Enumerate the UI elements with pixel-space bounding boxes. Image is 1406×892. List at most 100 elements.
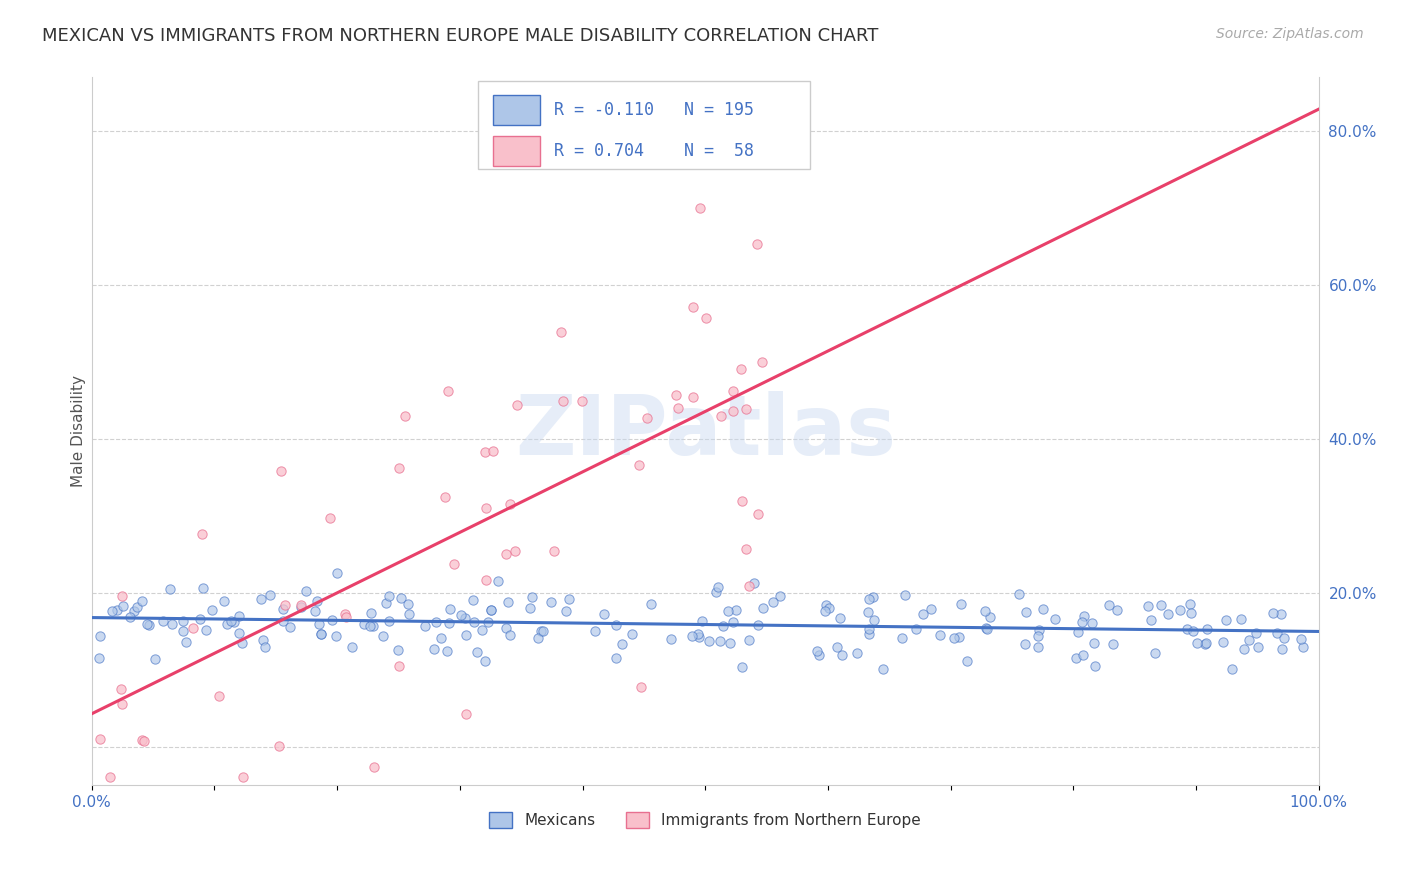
Point xyxy=(398,607,420,621)
Point xyxy=(270,464,292,478)
Point xyxy=(1014,637,1036,651)
Point xyxy=(1237,633,1260,648)
Point xyxy=(1071,648,1094,662)
Point xyxy=(1230,612,1253,626)
Point xyxy=(159,582,181,597)
Point xyxy=(1102,637,1125,651)
Point xyxy=(825,640,848,654)
Point xyxy=(531,624,554,639)
Point xyxy=(89,731,111,746)
Point xyxy=(666,401,689,415)
Point xyxy=(665,388,688,402)
Point xyxy=(443,558,465,572)
Point xyxy=(1043,612,1066,626)
Point xyxy=(430,631,453,645)
Point xyxy=(863,613,886,627)
Point xyxy=(212,593,235,607)
Point xyxy=(1139,613,1161,627)
Point xyxy=(1212,635,1234,649)
Point xyxy=(479,603,502,617)
Legend: Mexicans, Immigrants from Northern Europe: Mexicans, Immigrants from Northern Europ… xyxy=(484,805,927,834)
Point xyxy=(294,584,316,599)
Point xyxy=(620,626,643,640)
Point xyxy=(495,622,517,636)
Point xyxy=(912,607,935,621)
Point xyxy=(89,629,111,643)
Point xyxy=(467,644,489,658)
Point xyxy=(520,590,543,604)
Point xyxy=(377,589,399,603)
Point xyxy=(688,631,710,645)
Point xyxy=(190,612,212,626)
Point xyxy=(686,626,709,640)
Point xyxy=(228,626,250,640)
Point xyxy=(551,393,574,408)
Point xyxy=(215,616,238,631)
Point xyxy=(689,201,711,215)
Point xyxy=(101,604,124,618)
FancyBboxPatch shape xyxy=(478,81,810,169)
Point xyxy=(335,610,357,624)
Point xyxy=(704,585,727,599)
Point xyxy=(1197,622,1219,636)
Point xyxy=(1143,647,1166,661)
Point xyxy=(1097,598,1119,612)
Point xyxy=(353,617,375,632)
Point xyxy=(659,632,682,647)
Point xyxy=(711,619,734,633)
Point xyxy=(486,574,509,588)
Point xyxy=(630,680,652,694)
Point xyxy=(125,600,148,615)
Point xyxy=(769,589,792,603)
Point xyxy=(425,615,447,629)
Point xyxy=(475,500,498,515)
Point xyxy=(436,644,458,658)
Point xyxy=(527,632,550,646)
Point xyxy=(474,654,496,668)
Point xyxy=(721,404,744,418)
Point xyxy=(387,643,409,657)
Point xyxy=(707,580,730,594)
Point xyxy=(172,624,194,638)
Point xyxy=(815,598,838,612)
Point xyxy=(499,628,522,642)
Point xyxy=(321,614,343,628)
Point xyxy=(325,629,347,643)
Point xyxy=(735,541,758,556)
Point xyxy=(1136,599,1159,613)
Point xyxy=(450,607,472,622)
Point xyxy=(134,734,156,748)
Point xyxy=(709,634,731,648)
Point xyxy=(974,621,997,635)
Point xyxy=(1194,638,1216,652)
Point xyxy=(505,398,527,412)
Point xyxy=(249,592,271,607)
Point xyxy=(474,444,496,458)
Point xyxy=(858,626,880,640)
Point xyxy=(856,605,879,619)
Point xyxy=(718,636,741,650)
Point xyxy=(831,648,853,662)
Point xyxy=(605,617,627,632)
Point xyxy=(1181,624,1204,638)
Point xyxy=(181,621,204,635)
Point xyxy=(290,599,312,614)
Bar xyxy=(494,95,540,125)
Point xyxy=(471,623,494,637)
Point xyxy=(858,623,880,637)
Point xyxy=(373,629,395,643)
Point xyxy=(267,739,290,753)
Point xyxy=(1008,587,1031,601)
Point xyxy=(1289,632,1312,646)
Point xyxy=(481,443,503,458)
Point xyxy=(305,594,328,608)
Point xyxy=(304,603,326,617)
Point xyxy=(454,628,477,642)
Point xyxy=(806,644,828,658)
Point xyxy=(131,594,153,608)
Point xyxy=(1270,607,1292,622)
Point xyxy=(731,494,754,508)
Point xyxy=(717,604,740,618)
Point xyxy=(433,490,456,504)
Text: R = 0.704    N =  58: R = 0.704 N = 58 xyxy=(554,142,755,160)
